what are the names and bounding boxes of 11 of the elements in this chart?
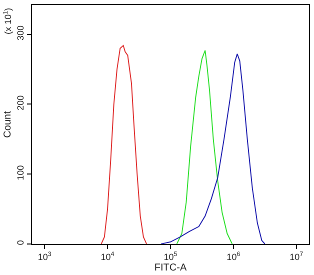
y-tick-label: 200 (15, 95, 26, 110)
x-tick-label: 10$^{4}$ (100, 251, 115, 262)
y-axis-title: Count (2, 110, 14, 138)
x-tick-label: 10$^{6}$ (226, 251, 241, 262)
x-axis-title: FITC-A (154, 262, 187, 274)
y-tick-label: 100 (15, 165, 26, 180)
x-tick-label: 10$^{7}$ (290, 251, 304, 262)
y-tick-label: 300 (15, 25, 26, 41)
y-tick-label: 0 (15, 240, 26, 246)
x-tick-label: 10$^{3}$ (38, 251, 52, 262)
x-tick-label: 10$^{5}$ (164, 251, 178, 262)
